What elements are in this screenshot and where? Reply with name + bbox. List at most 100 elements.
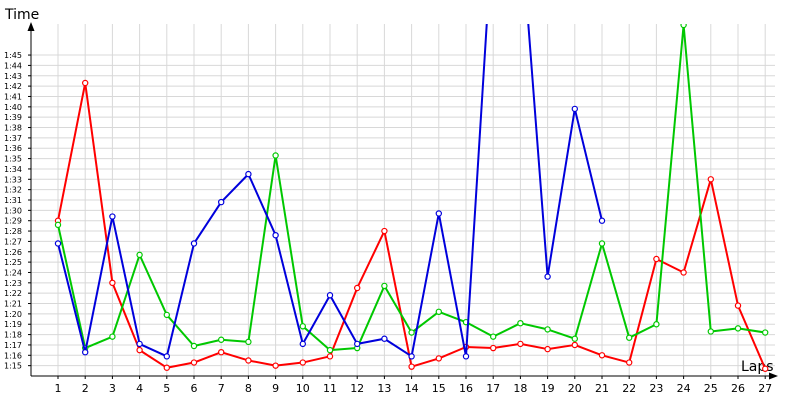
series <box>54 24 769 372</box>
data-point <box>299 340 306 348</box>
data-point <box>680 24 687 29</box>
data-point <box>54 240 62 247</box>
y-tick-label: 1:21 <box>4 300 22 309</box>
data-point <box>626 334 633 341</box>
x-tick-label: 25 <box>704 382 718 395</box>
data-point <box>762 365 769 372</box>
data-point <box>544 273 551 280</box>
data-point <box>490 344 497 352</box>
x-tick-label: 21 <box>595 382 609 395</box>
data-point <box>245 338 252 346</box>
data-point <box>326 346 334 354</box>
x-tick-label: 4 <box>136 382 143 395</box>
x-tick-label: 6 <box>191 382 198 395</box>
x-tick-label: 20 <box>568 382 582 395</box>
y-tick-label: 1:25 <box>4 258 22 267</box>
y-tick-label: 1:44 <box>4 61 22 70</box>
x-tick-label: 24 <box>677 382 691 395</box>
x-tick-label: 23 <box>649 382 663 395</box>
data-point <box>163 353 170 360</box>
y-tick-label: 1:24 <box>4 268 22 277</box>
x-tick-label: 19 <box>541 382 555 395</box>
data-point <box>109 279 116 287</box>
data-point <box>734 325 742 332</box>
data-point <box>762 329 769 336</box>
data-point <box>54 221 62 229</box>
data-point <box>299 359 306 366</box>
y-tick-label: 1:27 <box>4 237 22 246</box>
x-tick-label: 18 <box>513 382 527 395</box>
data-point <box>81 79 89 87</box>
data-point <box>272 152 279 159</box>
y-tick-label: 1:31 <box>4 196 22 205</box>
data-point <box>354 284 361 292</box>
data-point <box>598 240 606 247</box>
x-tick-label: 26 <box>731 382 745 395</box>
y-tick-label: 1:42 <box>4 82 22 91</box>
data-point <box>136 340 143 348</box>
x-tick-label: 13 <box>377 382 391 395</box>
y-tick-label: 1:43 <box>4 72 22 81</box>
data-point <box>245 170 252 178</box>
x-tick-label: 14 <box>405 382 419 395</box>
y-tick-label: 1:37 <box>4 134 22 143</box>
data-point <box>381 227 388 235</box>
y-axis-title: Time <box>4 7 39 23</box>
y-tick-label: 1:16 <box>4 351 22 360</box>
data-point <box>272 231 279 239</box>
y-tick-label: 1:28 <box>4 227 22 236</box>
y-tick-label: 1:22 <box>4 289 22 298</box>
y-tick-label: 1:19 <box>4 320 22 329</box>
data-point <box>326 353 334 360</box>
x-tick-label: 15 <box>432 382 446 395</box>
x-tick-label: 2 <box>82 382 89 395</box>
data-point <box>626 359 633 366</box>
data-point <box>462 353 470 360</box>
y-tick-label: 1:23 <box>4 279 22 288</box>
data-point <box>408 329 415 336</box>
data-point <box>408 353 415 360</box>
y-tick-label: 1:30 <box>4 206 22 215</box>
x-tick-label: 7 <box>218 382 225 395</box>
y-tick-label: 1:34 <box>4 165 22 174</box>
y-tick-label: 1:33 <box>4 175 22 184</box>
data-point <box>707 328 715 335</box>
data-point <box>544 326 551 333</box>
data-point <box>680 269 687 276</box>
data-point <box>190 240 198 247</box>
x-axis-arrow-icon <box>769 372 778 380</box>
x-tick-label: 12 <box>350 382 364 395</box>
y-tick-label: 1:41 <box>4 92 22 101</box>
data-point <box>544 345 551 353</box>
data-point <box>598 352 606 359</box>
data-point <box>109 213 116 220</box>
x-axis-title: Laps <box>741 359 774 375</box>
data-point <box>163 311 170 319</box>
y-tick-label: 1:29 <box>4 217 22 226</box>
y-tick-label: 1:39 <box>4 113 22 122</box>
x-tick-label: 5 <box>163 382 170 395</box>
y-tick-label: 1:15 <box>4 362 22 371</box>
data-point <box>734 302 742 309</box>
data-point <box>326 292 334 299</box>
data-point <box>272 362 279 369</box>
y-tick-label: 1:45 <box>4 51 22 60</box>
x-tick-label: 10 <box>296 382 310 395</box>
data-point <box>381 282 388 290</box>
data-point <box>217 198 225 206</box>
data-point <box>408 363 415 370</box>
data-point <box>190 359 198 366</box>
grid <box>31 24 775 376</box>
data-point <box>354 340 361 348</box>
x-tick-label: 22 <box>622 382 636 395</box>
data-point <box>381 335 388 342</box>
data-point <box>490 333 497 340</box>
data-point <box>217 348 225 356</box>
series-2 <box>54 24 606 360</box>
data-point <box>217 336 225 343</box>
data-point <box>598 217 606 224</box>
data-point <box>571 105 579 113</box>
y-tick-label: 1:20 <box>4 310 22 319</box>
